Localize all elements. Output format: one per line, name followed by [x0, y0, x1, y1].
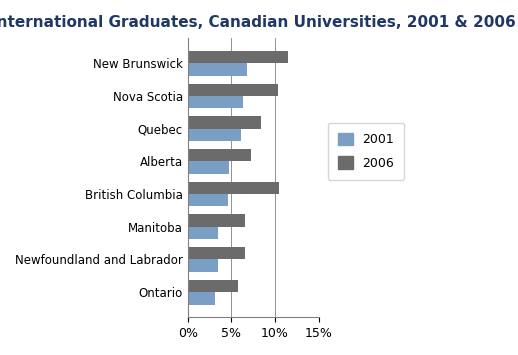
- Bar: [188, 280, 238, 292]
- Bar: [188, 83, 278, 96]
- Bar: [188, 194, 228, 207]
- Bar: [188, 51, 288, 63]
- Bar: [188, 116, 261, 129]
- Bar: [188, 149, 251, 161]
- Bar: [188, 292, 215, 305]
- Legend: 2001, 2006: 2001, 2006: [327, 122, 405, 180]
- Bar: [188, 161, 229, 174]
- Bar: [188, 129, 241, 141]
- Bar: [188, 96, 243, 108]
- Bar: [188, 227, 218, 239]
- Bar: [188, 182, 279, 194]
- Bar: [188, 260, 218, 272]
- Bar: [188, 63, 247, 76]
- Bar: [188, 214, 244, 227]
- Title: International Graduates, Canadian Universities, 2001 & 2006: International Graduates, Canadian Univer…: [0, 15, 515, 30]
- Bar: [188, 247, 244, 260]
